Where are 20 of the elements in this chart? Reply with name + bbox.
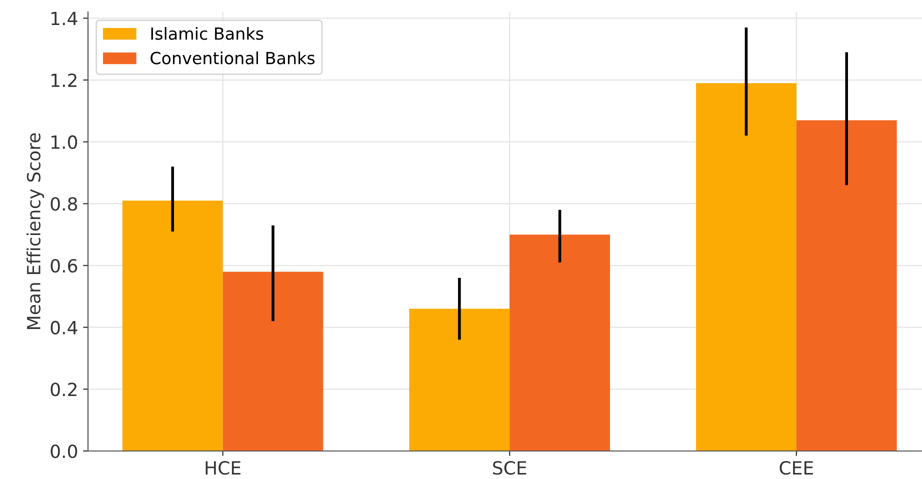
y-tick-label: 0.0 — [50, 444, 78, 458]
bar — [696, 83, 796, 451]
y-tick-label: 1.2 — [52, 73, 76, 87]
legend-label: Conventional Banks — [150, 51, 315, 64]
bar — [122, 200, 223, 451]
legend-label: Islamic Banks — [151, 27, 264, 40]
x-tick-label: HCE — [206, 461, 240, 475]
y-tick-label: 1.4 — [52, 12, 78, 26]
x-tick-label: CEE — [780, 461, 813, 475]
y-tick-label: 0.4 — [50, 320, 78, 334]
y-tick-label: 1.0 — [52, 135, 78, 149]
y-tick-label: 0.8 — [50, 197, 78, 211]
bar — [796, 120, 897, 451]
x-tick-label: SCE — [493, 461, 526, 475]
y-axis-title: Mean Efficiency Score — [26, 133, 44, 329]
bar — [409, 308, 510, 451]
bar — [510, 234, 610, 451]
y-tick-label: 0.2 — [50, 382, 76, 396]
y-tick-label: 0.6 — [50, 258, 78, 273]
bar — [222, 272, 324, 451]
